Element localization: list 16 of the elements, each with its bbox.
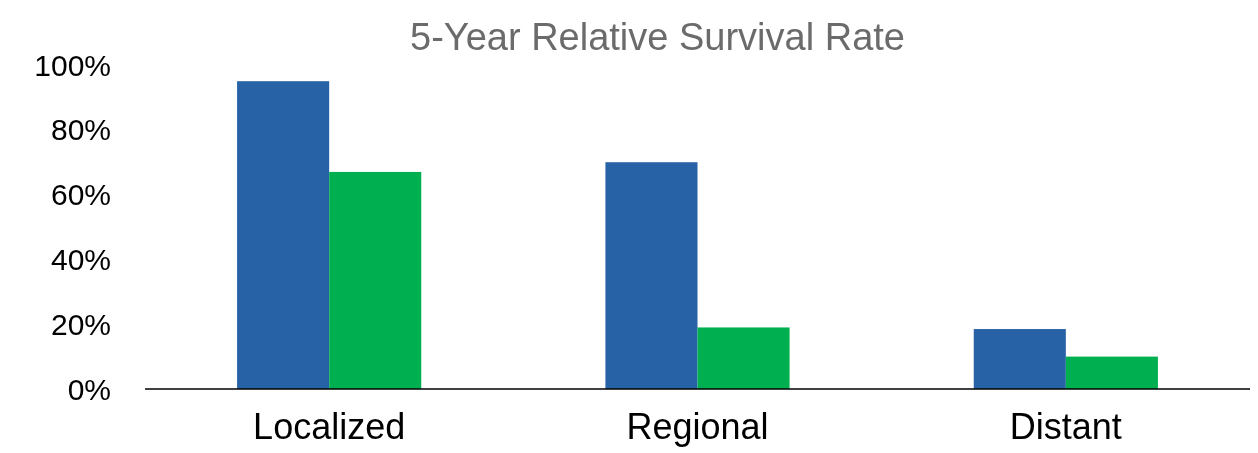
bar — [973, 329, 1066, 389]
x-tick-label: Regional — [626, 406, 769, 447]
bar — [329, 171, 422, 389]
x-tick-label: Distant — [1009, 406, 1122, 447]
bar — [605, 162, 698, 389]
y-tick-label: 100% — [34, 48, 111, 82]
y-tick-label: 40% — [50, 242, 111, 276]
y-tick-label: 0% — [67, 372, 111, 406]
x-tick-label: Localized — [253, 406, 406, 447]
y-tick-label: 60% — [50, 178, 111, 212]
y-tick-label: 20% — [50, 307, 111, 341]
chart-title: 5-Year Relative Survival Rate — [410, 16, 905, 58]
bar — [1065, 356, 1158, 389]
y-tick-label: 80% — [50, 113, 111, 147]
bar — [697, 327, 790, 389]
bar — [237, 81, 330, 389]
